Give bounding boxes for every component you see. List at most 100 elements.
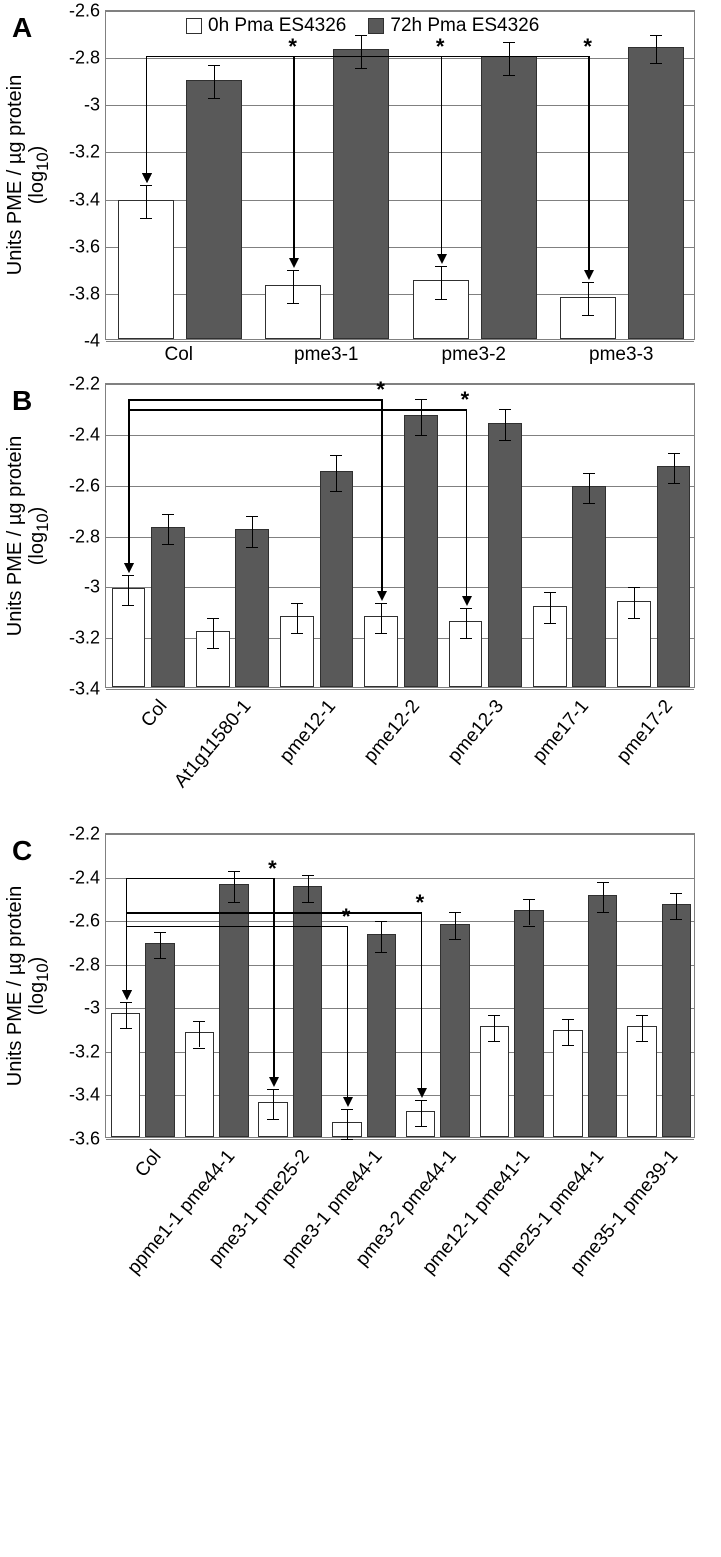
ytick-label: -3 xyxy=(84,998,106,1019)
error-bar xyxy=(421,1100,422,1126)
bar xyxy=(186,80,242,339)
error-cap xyxy=(636,1015,648,1016)
error-bar xyxy=(128,575,129,606)
error-cap xyxy=(228,871,240,872)
x-tick-label: pme12-2 xyxy=(360,696,425,768)
error-cap xyxy=(207,618,219,619)
error-cap xyxy=(523,899,535,900)
significance-arrow-line xyxy=(421,912,423,1089)
ytick-label: -2.4 xyxy=(69,867,106,888)
ytick-label: -2.8 xyxy=(69,526,106,547)
ytick-label: -2.6 xyxy=(69,1,106,22)
panel-A: A-2.6-2.8-3-3.2-3.4-3.6-3.8-4Units PME /… xyxy=(10,10,711,378)
error-cap xyxy=(375,603,387,604)
bar xyxy=(320,471,354,687)
bar xyxy=(662,904,692,1137)
error-cap xyxy=(120,1002,132,1003)
error-cap xyxy=(460,608,472,609)
gridline xyxy=(106,11,694,12)
legend-label: 0h Pma ES4326 xyxy=(208,15,346,37)
significance-bracket xyxy=(146,56,589,58)
error-bar xyxy=(126,1002,127,1028)
error-cap xyxy=(330,491,342,492)
x-tick-label: pme17-2 xyxy=(613,696,678,768)
significance-arrow-line xyxy=(128,409,130,564)
significance-bracket xyxy=(126,912,421,914)
x-tick-label: pme3-2 xyxy=(442,344,506,366)
bar xyxy=(480,1026,510,1137)
significance-asterisk: * xyxy=(416,890,425,916)
error-cap xyxy=(488,1041,500,1042)
y-axis-label: Units PME / µg protein(log10) xyxy=(4,885,52,1086)
error-cap xyxy=(583,473,595,474)
ytick-label: -3.4 xyxy=(69,1085,106,1106)
ytick-label: -3 xyxy=(84,577,106,598)
y-axis-label: Units PME / µg protein(log10) xyxy=(4,435,52,636)
gridline xyxy=(106,384,694,385)
arrow-head-icon xyxy=(584,270,594,280)
legend-swatch xyxy=(368,18,384,34)
error-bar xyxy=(199,1021,200,1047)
error-bar xyxy=(381,921,382,952)
arrow-head-icon xyxy=(122,990,132,1000)
panel-label: A xyxy=(12,12,32,44)
error-bar xyxy=(273,1089,274,1120)
bar xyxy=(627,1026,657,1137)
error-cap xyxy=(375,921,387,922)
bar xyxy=(293,886,323,1137)
error-cap xyxy=(193,1021,205,1022)
error-cap xyxy=(330,455,342,456)
error-bar xyxy=(214,65,215,98)
gridline xyxy=(106,834,694,835)
significance-arrow-line xyxy=(146,56,148,176)
significance-bracket xyxy=(128,409,465,411)
ytick-label: -2.6 xyxy=(69,911,106,932)
error-cap xyxy=(140,218,152,219)
ytick-label: -2.2 xyxy=(69,824,106,845)
chart-area: -2.2-2.4-2.6-2.8-3-3.2-3.4-3.6Units PME … xyxy=(105,833,695,1138)
chart-area: -2.2-2.4-2.6-2.8-3-3.2-3.4Units PME / µg… xyxy=(105,383,695,688)
error-cap xyxy=(246,516,258,517)
panel-C: C-2.2-2.4-2.6-2.8-3-3.2-3.4-3.6Units PME… xyxy=(10,833,711,1318)
error-cap xyxy=(582,315,594,316)
arrow-head-icon xyxy=(417,1088,427,1098)
error-cap xyxy=(650,35,662,36)
error-cap xyxy=(267,1119,279,1120)
error-bar xyxy=(252,516,253,547)
legend-item: 0h Pma ES4326 xyxy=(186,15,346,37)
ytick-label: -3.6 xyxy=(69,236,106,257)
error-cap xyxy=(582,282,594,283)
error-cap xyxy=(207,648,219,649)
error-cap xyxy=(154,932,166,933)
error-bar xyxy=(505,409,506,440)
ytick-label: -4 xyxy=(84,331,106,352)
bar xyxy=(235,529,269,687)
significance-asterisk: * xyxy=(342,904,351,930)
ytick-label: -3.4 xyxy=(69,189,106,210)
error-cap xyxy=(562,1045,574,1046)
arrow-head-icon xyxy=(437,254,447,264)
error-cap xyxy=(435,266,447,267)
ytick-label: -2.8 xyxy=(69,48,106,69)
significance-arrow-line xyxy=(126,912,128,991)
error-cap xyxy=(122,605,134,606)
error-bar xyxy=(589,473,590,504)
error-cap xyxy=(503,42,515,43)
significance-arrow-line xyxy=(588,56,590,272)
x-tick-label: Col xyxy=(137,696,172,732)
arrow-head-icon xyxy=(343,1097,353,1107)
x-tick-label: pme3-3 xyxy=(589,344,653,366)
error-bar xyxy=(466,608,467,639)
error-bar xyxy=(361,35,362,68)
x-tick-label: At1g11580-1 xyxy=(170,696,256,792)
error-bar xyxy=(674,453,675,484)
error-cap xyxy=(291,603,303,604)
error-bar xyxy=(550,592,551,623)
error-bar xyxy=(297,603,298,634)
arrow-head-icon xyxy=(142,173,152,183)
error-cap xyxy=(597,882,609,883)
error-cap xyxy=(415,399,427,400)
x-axis-labels: Colpme3-1pme3-2pme3-3 xyxy=(105,340,695,378)
bar xyxy=(151,527,185,687)
error-bar xyxy=(213,618,214,649)
